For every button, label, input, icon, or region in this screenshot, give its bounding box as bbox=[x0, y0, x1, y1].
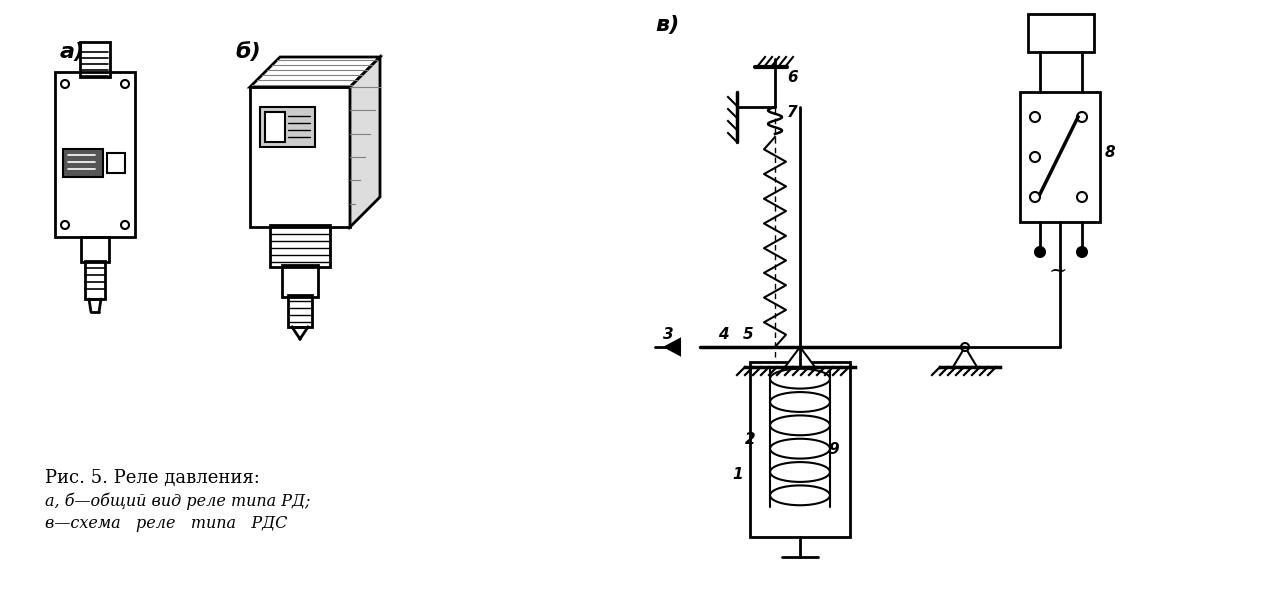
Bar bbox=[288, 295, 312, 327]
Circle shape bbox=[62, 80, 69, 88]
Text: ~: ~ bbox=[1049, 260, 1068, 282]
Bar bbox=[106, 153, 126, 173]
Text: 6: 6 bbox=[787, 70, 797, 85]
Bar bbox=[282, 265, 318, 297]
Text: 2: 2 bbox=[745, 432, 755, 447]
Text: 1: 1 bbox=[732, 467, 742, 482]
Bar bbox=[260, 107, 315, 147]
Polygon shape bbox=[665, 339, 679, 355]
Text: Рис. 5. Реле давления:: Рис. 5. Реле давления: bbox=[45, 469, 260, 487]
Text: 9: 9 bbox=[828, 442, 838, 457]
Circle shape bbox=[121, 221, 129, 229]
Bar bbox=[271, 225, 329, 267]
Bar bbox=[79, 42, 110, 77]
Text: 7: 7 bbox=[787, 105, 797, 120]
Bar bbox=[63, 149, 103, 177]
Circle shape bbox=[1029, 152, 1040, 162]
Bar bbox=[1020, 92, 1100, 222]
Bar bbox=[1028, 14, 1094, 52]
Polygon shape bbox=[250, 57, 379, 87]
Text: а): а) bbox=[60, 42, 85, 62]
Bar bbox=[750, 362, 850, 537]
Text: 5: 5 bbox=[744, 327, 754, 342]
Circle shape bbox=[121, 80, 129, 88]
Bar bbox=[81, 237, 109, 262]
Text: 3: 3 bbox=[663, 327, 673, 342]
Circle shape bbox=[1077, 112, 1087, 122]
Polygon shape bbox=[785, 347, 815, 367]
Circle shape bbox=[962, 343, 969, 351]
Text: 8: 8 bbox=[1105, 145, 1115, 160]
Text: а, б—общий вид реле типа РД;: а, б—общий вид реле типа РД; bbox=[45, 492, 310, 510]
Text: б): б) bbox=[235, 42, 260, 62]
Bar bbox=[250, 87, 350, 227]
Circle shape bbox=[62, 221, 69, 229]
Polygon shape bbox=[350, 57, 379, 227]
Bar bbox=[265, 112, 285, 142]
Circle shape bbox=[1077, 247, 1087, 257]
Circle shape bbox=[1077, 192, 1087, 202]
Circle shape bbox=[1035, 247, 1045, 257]
Bar bbox=[85, 261, 105, 299]
Text: 4: 4 bbox=[718, 327, 728, 342]
Polygon shape bbox=[953, 347, 977, 367]
Text: в—схема   реле   типа   РДС: в—схема реле типа РДС bbox=[45, 515, 287, 532]
Circle shape bbox=[1029, 192, 1040, 202]
Text: в): в) bbox=[655, 15, 679, 35]
Circle shape bbox=[1029, 112, 1040, 122]
Bar bbox=[55, 72, 135, 237]
